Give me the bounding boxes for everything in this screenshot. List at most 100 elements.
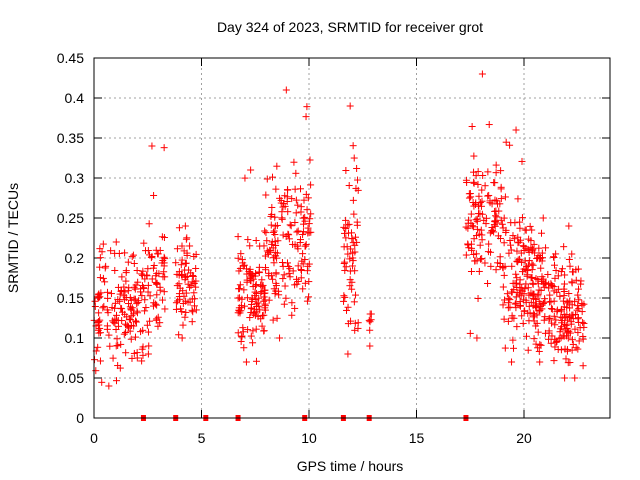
data-point (259, 312, 267, 320)
data-point (264, 250, 272, 258)
data-point (560, 243, 568, 251)
data-point (340, 297, 348, 305)
data-point (350, 154, 358, 162)
data-point (485, 191, 493, 199)
data-point (575, 296, 583, 304)
data-point (535, 347, 543, 355)
data-point (351, 248, 359, 256)
data-point (240, 286, 248, 294)
data-point (251, 292, 259, 300)
data-point (467, 240, 475, 248)
data-point (351, 233, 359, 241)
data-point (239, 324, 247, 332)
data-point (579, 362, 587, 370)
data-point (303, 206, 311, 214)
data-point (111, 304, 119, 312)
data-point (160, 253, 168, 261)
data-point (561, 271, 569, 279)
data-point (529, 261, 537, 269)
data-point (567, 318, 575, 326)
data-point (300, 220, 308, 228)
data-point (144, 328, 152, 336)
data-point (557, 268, 565, 276)
data-point (156, 286, 164, 294)
data-point (534, 276, 542, 284)
data-point (244, 326, 252, 334)
data-point (285, 269, 293, 277)
data-point (247, 277, 255, 285)
data-point (270, 259, 278, 267)
data-point (481, 259, 489, 267)
data-point (486, 199, 494, 207)
data-point (533, 311, 541, 319)
data-point (534, 328, 542, 336)
data-point (276, 334, 284, 342)
data-point (521, 226, 529, 234)
data-point (292, 169, 300, 177)
data-point (277, 199, 285, 207)
data-point (544, 270, 552, 278)
data-point (239, 328, 247, 336)
data-point (285, 235, 293, 243)
data-point (551, 261, 559, 269)
data-point (561, 320, 569, 328)
data-point (268, 203, 276, 211)
data-point (279, 203, 287, 211)
data-point (272, 270, 280, 278)
data-point (506, 303, 514, 311)
data-point (249, 310, 257, 318)
data-point (508, 262, 516, 270)
data-point (550, 253, 558, 261)
data-point (124, 258, 132, 266)
data-point (154, 250, 162, 258)
data-point (490, 179, 498, 187)
data-point (478, 197, 486, 205)
data-point (234, 254, 242, 262)
data-point (181, 222, 189, 230)
data-point (301, 213, 309, 221)
data-point (528, 226, 536, 234)
data-point (96, 245, 104, 253)
data-point (288, 299, 296, 307)
data-point (192, 306, 200, 314)
data-point (561, 374, 569, 382)
data-point (346, 102, 354, 110)
data-point (525, 235, 533, 243)
data-point (500, 271, 508, 279)
data-point (187, 269, 195, 277)
data-point (509, 336, 517, 344)
x-axis-label: GPS time / hours (297, 458, 404, 474)
data-point (297, 203, 305, 211)
data-point (145, 220, 153, 228)
data-point (117, 304, 125, 312)
data-point (297, 236, 305, 244)
data-point (465, 190, 473, 198)
data-point (297, 265, 305, 273)
data-point (307, 228, 315, 236)
data-point (172, 305, 180, 313)
data-point (351, 319, 359, 327)
data-point (563, 332, 571, 340)
data-point (98, 378, 106, 386)
data-point (497, 195, 505, 203)
data-point (284, 230, 292, 238)
data-point (505, 249, 513, 257)
data-point (537, 264, 545, 272)
data-point (258, 283, 266, 291)
data-point (247, 332, 255, 340)
data-point (306, 215, 314, 223)
data-point (237, 250, 245, 258)
data-point (467, 210, 475, 218)
data-point (131, 333, 139, 341)
data-point (181, 260, 189, 268)
y-tick-label: 0.15 (57, 290, 84, 306)
data-point (492, 161, 500, 169)
data-point (529, 313, 537, 321)
data-point (92, 367, 100, 375)
data-point (139, 326, 147, 334)
data-point (278, 214, 286, 222)
data-point (516, 218, 524, 226)
data-point (546, 291, 554, 299)
data-point (484, 279, 492, 287)
